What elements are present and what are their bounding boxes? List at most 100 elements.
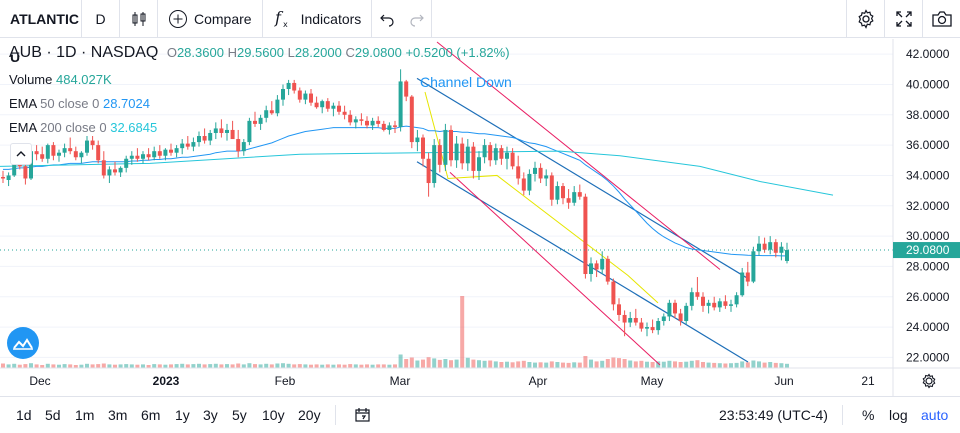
candle-body bbox=[359, 119, 364, 121]
interval-button[interactable]: D bbox=[82, 0, 120, 38]
volume-bar bbox=[667, 360, 672, 368]
range-3y[interactable]: 3y bbox=[203, 407, 218, 423]
range-1m[interactable]: 1m bbox=[75, 407, 95, 423]
tradingview-logo[interactable] bbox=[7, 327, 39, 359]
range-1d[interactable]: 1d bbox=[16, 407, 32, 423]
undo-button[interactable] bbox=[372, 0, 402, 38]
range-1y[interactable]: 1y bbox=[175, 407, 190, 423]
candle-body bbox=[353, 119, 358, 123]
goto-date-button[interactable] bbox=[354, 406, 372, 427]
volume-bar bbox=[499, 362, 504, 368]
volume-bar bbox=[45, 363, 50, 368]
volume-bar bbox=[79, 364, 84, 368]
gear-outline bbox=[922, 373, 936, 389]
candle-body bbox=[180, 143, 185, 149]
volume-bar bbox=[258, 364, 263, 368]
candle-body bbox=[303, 93, 308, 100]
calendar-icon bbox=[355, 408, 370, 422]
settings-button[interactable] bbox=[846, 0, 884, 38]
volume-bar bbox=[320, 364, 325, 368]
candle-body bbox=[426, 158, 431, 184]
ema50-legend: EMA 50 close 0 28.7024 bbox=[9, 96, 150, 111]
ema200-params: 200 close 0 bbox=[40, 120, 107, 135]
volume-bar bbox=[477, 360, 481, 368]
range-20y[interactable]: 20y bbox=[298, 407, 321, 423]
candle-body bbox=[516, 166, 521, 179]
volume-bar bbox=[505, 361, 509, 368]
volume-bar bbox=[628, 360, 633, 368]
candle-body bbox=[667, 302, 672, 317]
volume-bar bbox=[219, 364, 224, 368]
candle-body bbox=[141, 154, 145, 159]
legend-change: +0.5200 (+1.82%) bbox=[405, 45, 510, 60]
chevron-up-icon bbox=[16, 151, 26, 157]
volume-bar bbox=[437, 359, 442, 368]
volume-bar bbox=[488, 360, 493, 368]
percent-toggle[interactable]: % bbox=[862, 407, 875, 423]
legend-symbol: AUB bbox=[9, 44, 42, 61]
volume-bar bbox=[443, 359, 448, 368]
volume-bar bbox=[180, 363, 185, 368]
candle-body bbox=[645, 327, 649, 329]
symbol-search-button[interactable]: ATLANTIC U bbox=[0, 0, 82, 65]
volume-bar bbox=[185, 364, 190, 368]
volume-bar bbox=[751, 360, 756, 368]
fullscreen-button[interactable] bbox=[884, 0, 922, 38]
range-6m[interactable]: 6m bbox=[141, 407, 161, 423]
candle-body bbox=[393, 125, 397, 127]
redo-button[interactable] bbox=[402, 0, 433, 38]
volume-bar bbox=[342, 364, 347, 368]
chart-type-button[interactable] bbox=[120, 0, 158, 38]
volume-bar bbox=[493, 361, 498, 368]
candle-body bbox=[454, 143, 459, 161]
main-legend: AUB · 1D · NASDAQ O28.3600 H29.5600 L28.… bbox=[9, 44, 510, 61]
fullscreen-icon bbox=[895, 11, 912, 27]
candle-body bbox=[342, 111, 347, 115]
volume-series bbox=[1, 296, 789, 368]
legend-close-label: C bbox=[345, 45, 355, 60]
candle-body bbox=[611, 281, 616, 305]
drawings[interactable] bbox=[416, 41, 749, 366]
volume-bar bbox=[241, 364, 246, 368]
snapshot-button[interactable] bbox=[922, 0, 960, 38]
legend-high: 29.5600 bbox=[236, 45, 284, 60]
candle-body bbox=[549, 175, 554, 200]
log-toggle[interactable]: log bbox=[889, 407, 908, 423]
auto-toggle[interactable]: auto bbox=[921, 407, 949, 423]
axis-settings-gear-icon[interactable] bbox=[922, 373, 936, 389]
volume-bar bbox=[594, 361, 599, 368]
candle-body bbox=[45, 145, 50, 159]
candle-body bbox=[555, 186, 560, 200]
volume-bar bbox=[1, 363, 5, 368]
volume-bar bbox=[432, 358, 437, 368]
price-chart[interactable]: 42.0000 40.0000 38.0000 36.0000 34.0000 32.00… bbox=[0, 39, 960, 396]
volume-bar bbox=[622, 359, 627, 368]
volume-bar bbox=[275, 363, 280, 368]
volume-bar bbox=[124, 364, 129, 368]
volume-bar bbox=[376, 364, 381, 368]
candle-body bbox=[281, 89, 285, 100]
candle-body bbox=[471, 146, 476, 171]
collapse-legend-button[interactable] bbox=[10, 143, 32, 165]
price-axis[interactable]: 42.0000 40.0000 38.0000 36.0000 34.0000 32.00… bbox=[892, 39, 960, 396]
candle-body bbox=[751, 251, 756, 282]
range-5d[interactable]: 5d bbox=[45, 407, 61, 423]
compare-button[interactable]: Compare bbox=[158, 0, 263, 38]
volume-bar bbox=[135, 364, 140, 368]
time-axis[interactable]: Dec 2023 Feb Mar Apr May Jun 21 bbox=[0, 367, 960, 389]
range-10y[interactable]: 10y bbox=[262, 407, 285, 423]
candle-body bbox=[152, 151, 157, 158]
candle-body bbox=[12, 160, 17, 176]
candle-body bbox=[656, 321, 661, 331]
range-5y[interactable]: 5y bbox=[232, 407, 247, 423]
candle-body bbox=[589, 263, 593, 275]
price-tick-label: 42.0000 bbox=[906, 47, 950, 61]
grid bbox=[0, 53, 893, 358]
clock[interactable]: 23:53:49 (UTC-4) bbox=[719, 407, 828, 423]
candle-body bbox=[482, 145, 487, 158]
range-3m[interactable]: 3m bbox=[108, 407, 128, 423]
candle-body bbox=[292, 82, 297, 91]
volume-bar bbox=[762, 362, 767, 368]
channel-down-label[interactable]: Channel Down bbox=[420, 74, 512, 90]
